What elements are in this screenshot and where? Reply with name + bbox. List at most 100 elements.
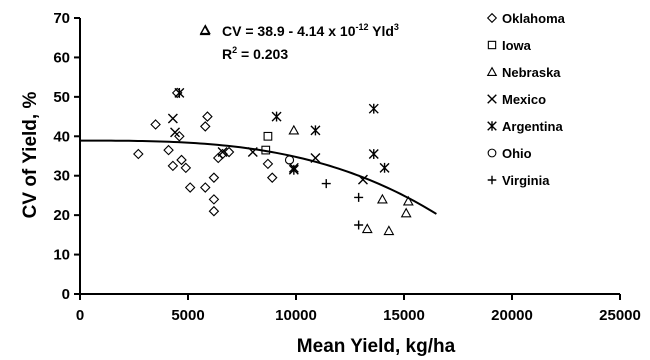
point-x bbox=[357, 174, 368, 185]
point-asterisk bbox=[271, 111, 282, 122]
y-tick-label: 10 bbox=[53, 247, 70, 264]
point-triangle bbox=[402, 195, 414, 206]
y-tick-label: 70 bbox=[53, 10, 70, 27]
legend-label: Oklahoma bbox=[502, 11, 566, 26]
equation-exponent: -12 bbox=[355, 22, 368, 32]
r2-value: = 0.203 bbox=[237, 46, 288, 62]
point-triangle bbox=[288, 124, 300, 135]
point-triangle bbox=[383, 225, 395, 236]
point-diamond bbox=[133, 148, 144, 160]
point-triangle bbox=[376, 193, 388, 204]
x-tick-label: 10000 bbox=[275, 307, 317, 324]
legend-label: Argentina bbox=[502, 119, 563, 134]
x-axis-ticks: 0 5000 10000 15000 20000 25000 bbox=[76, 294, 641, 324]
point-diamond bbox=[167, 160, 179, 172]
x-tick-label: 25000 bbox=[599, 307, 641, 324]
r2-main: R bbox=[222, 46, 232, 62]
x-tick-label: 0 bbox=[76, 307, 84, 324]
point-diamond bbox=[180, 162, 192, 174]
legend: Oklahoma Iowa Nebraska Mexico Argentina Ohio V… bbox=[486, 11, 566, 188]
legend-item-iowa: Iowa bbox=[487, 38, 532, 53]
point-asterisk bbox=[379, 162, 390, 173]
legend-label: Iowa bbox=[502, 38, 532, 53]
legend-item-ohio: Ohio bbox=[487, 146, 532, 161]
y-tick-label: 30 bbox=[53, 168, 70, 185]
point-square bbox=[261, 145, 271, 155]
point-diamond bbox=[208, 194, 220, 205]
y-tick-label: 50 bbox=[53, 89, 70, 106]
point-x bbox=[247, 147, 258, 158]
legend-label: Ohio bbox=[502, 146, 532, 161]
point-diamond bbox=[171, 87, 183, 99]
equation-triangle-icon bbox=[199, 25, 211, 36]
r2-sup: 2 bbox=[232, 45, 237, 55]
fit-equation: CV = 38.9 - 4.14 x 10-12 Yld3 R2 = 0.203 bbox=[199, 22, 399, 62]
legend-triangle-icon bbox=[486, 66, 498, 76]
point-x bbox=[310, 152, 321, 163]
point-diamond bbox=[200, 182, 211, 193]
equation-triangle-marker bbox=[199, 25, 211, 36]
fit-curve bbox=[80, 139, 437, 215]
legend-item-argentina: Argentina bbox=[487, 119, 563, 134]
point-diamond bbox=[176, 154, 187, 166]
legend-diamond-icon bbox=[486, 12, 498, 24]
point-diamond bbox=[208, 205, 220, 217]
x-tick-label: 15000 bbox=[383, 307, 425, 324]
point-square bbox=[263, 131, 273, 141]
point-triangle bbox=[361, 223, 373, 234]
point-x bbox=[167, 113, 178, 124]
point-diamond bbox=[202, 111, 213, 122]
legend-label: Virginia bbox=[502, 173, 550, 188]
legend-plus-icon bbox=[487, 175, 497, 185]
point-diamond bbox=[266, 172, 278, 183]
point-asterisk bbox=[368, 149, 379, 160]
legend-x-icon bbox=[487, 94, 497, 104]
point-x bbox=[170, 127, 181, 138]
y-tick-label: 40 bbox=[53, 128, 70, 145]
y-tick-label: 60 bbox=[53, 49, 70, 66]
series-ohio bbox=[284, 155, 295, 165]
x-tick-label: 5000 bbox=[171, 307, 204, 324]
series-virginia bbox=[321, 179, 364, 230]
equation-line: CV = 38.9 - 4.14 x 10-12 Yld3 bbox=[222, 22, 399, 39]
point-triangle bbox=[400, 207, 412, 218]
point-diamond bbox=[208, 172, 220, 183]
series-argentina bbox=[174, 87, 390, 175]
legend-item-virginia: Virginia bbox=[487, 173, 550, 188]
legend-square-icon bbox=[487, 40, 497, 50]
legend-item-mexico: Mexico bbox=[487, 92, 546, 107]
point-asterisk bbox=[288, 164, 299, 175]
point-diamond bbox=[184, 182, 196, 193]
point-asterisk bbox=[368, 103, 379, 114]
series-nebraska bbox=[199, 24, 414, 236]
point-diamond bbox=[262, 158, 274, 170]
point-x bbox=[217, 147, 228, 158]
point-plus bbox=[354, 220, 364, 230]
series-mexico bbox=[167, 113, 368, 185]
data-points bbox=[133, 24, 414, 236]
point-asterisk bbox=[174, 87, 185, 98]
point-plus bbox=[354, 192, 364, 202]
legend-label: Nebraska bbox=[502, 65, 561, 80]
legend-label: Mexico bbox=[502, 92, 546, 107]
legend-circle-icon bbox=[487, 148, 497, 158]
point-diamond bbox=[174, 131, 185, 142]
x-axis-title: Mean Yield, kg/ha bbox=[297, 336, 456, 357]
equation-main: CV = 38.9 - 4.14 x 10 bbox=[222, 23, 356, 39]
point-diamond bbox=[223, 146, 235, 158]
axes bbox=[79, 18, 620, 295]
point-circle bbox=[284, 155, 295, 165]
y-tick-label: 20 bbox=[53, 207, 70, 224]
y-tick-label: 0 bbox=[62, 286, 70, 303]
equation-yld: Yld bbox=[369, 23, 394, 39]
y-axis-ticks: 0 10 20 30 40 50 60 70 bbox=[53, 10, 80, 303]
r-squared: R2 = 0.203 bbox=[222, 45, 288, 62]
series-iowa bbox=[261, 131, 273, 155]
y-axis-title: CV of Yield, % bbox=[20, 92, 41, 219]
series-oklahoma bbox=[133, 87, 278, 217]
point-diamond bbox=[150, 119, 161, 130]
point-asterisk bbox=[310, 125, 321, 136]
equation-power: 3 bbox=[394, 22, 399, 32]
point-diamond bbox=[200, 121, 211, 132]
